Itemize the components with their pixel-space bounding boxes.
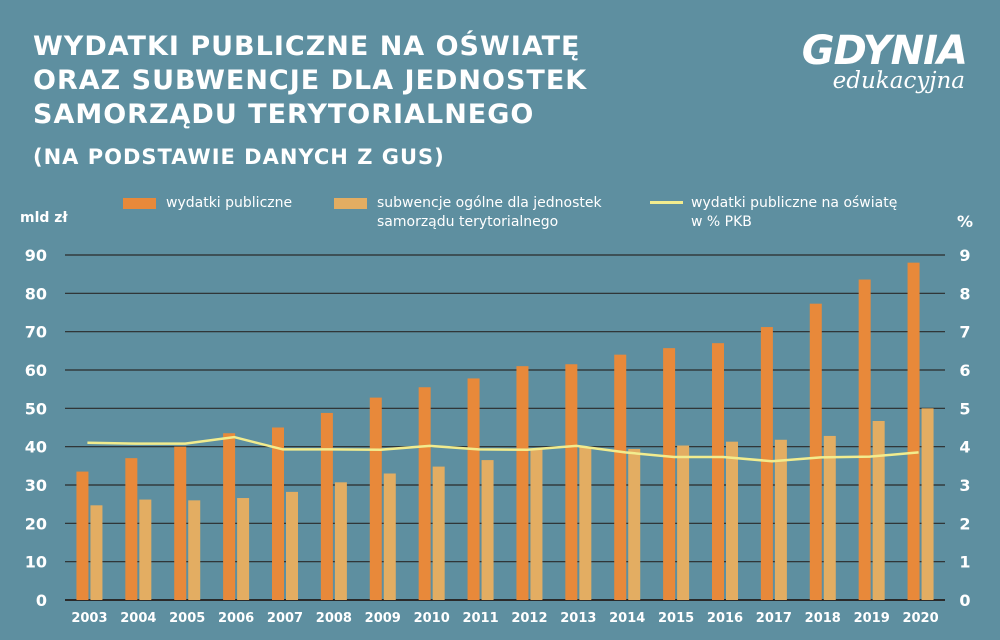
logo-sub-text: edukacyjna <box>832 68 965 94</box>
bar-subwencje <box>237 498 250 600</box>
bar-subwencje <box>188 500 201 600</box>
x-tick-label: 2003 <box>71 611 107 626</box>
y-tick-label-left: 10 <box>25 553 47 572</box>
title-line-1: WYDATKI PUBLICZNE NA OŚWIATĘ <box>33 31 581 62</box>
x-tick-label: 2018 <box>805 611 841 626</box>
bar-wydatki <box>223 433 236 600</box>
bar-subwencje <box>921 408 934 600</box>
bar-subwencje <box>530 448 543 600</box>
title-line-3: SAMORZĄDU TERYTORIALNEGO <box>33 99 535 130</box>
legend-label-pkb-line2: w % PKB <box>691 214 752 230</box>
x-tick-label: 2019 <box>854 611 890 626</box>
bar-wydatki <box>760 327 773 600</box>
title-line-2: ORAZ SUBWENCJE DLA JEDNOSTEK <box>33 65 588 96</box>
legend-label-subwencje-line2: samorządu terytorialnego <box>377 214 559 230</box>
x-tick-label: 2004 <box>120 611 156 626</box>
bar-wydatki <box>369 397 382 600</box>
y-tick-label-left: 60 <box>25 361 47 380</box>
y-tick-label-right: 3 <box>959 476 970 495</box>
bar-wydatki <box>467 378 480 600</box>
x-tick-label: 2017 <box>756 611 792 626</box>
y-tick-label-right: 2 <box>959 514 970 533</box>
bar-subwencje <box>726 441 738 600</box>
bar-subwencje <box>432 466 445 600</box>
bar-subwencje <box>383 473 396 600</box>
chart-subtitle: (NA PODSTAWIE DANYCH Z GUS) <box>33 145 445 169</box>
x-tick-label: 2005 <box>169 611 205 626</box>
bar-subwencje <box>481 460 494 600</box>
x-tick-label: 2012 <box>511 611 547 626</box>
y-tick-label-right: 6 <box>959 361 970 380</box>
y-tick-label-left: 20 <box>25 514 47 533</box>
legend-swatch-wydatki <box>123 198 156 209</box>
y-axis-right-label: % <box>957 212 974 231</box>
x-tick-label: 2010 <box>414 611 450 626</box>
x-tick-label: 2009 <box>365 611 401 626</box>
y-tick-label-right: 4 <box>959 438 970 457</box>
bar-wydatki <box>272 427 284 600</box>
bar-subwencje <box>334 482 347 600</box>
bar-wydatki <box>712 343 724 600</box>
bar-wydatki <box>320 412 333 600</box>
bar-subwencje <box>823 435 836 600</box>
bar-wydatki <box>174 446 187 600</box>
y-tick-label-right: 8 <box>959 284 970 303</box>
x-tick-label: 2008 <box>316 611 352 626</box>
x-tick-label: 2016 <box>707 611 743 626</box>
y-tick-label-left: 90 <box>25 246 47 265</box>
y-tick-label-right: 5 <box>959 399 970 418</box>
y-tick-label-left: 30 <box>25 476 47 495</box>
y-tick-label-right: 9 <box>959 246 970 265</box>
bar-subwencje <box>677 445 690 600</box>
legend-line-pkb <box>650 201 683 204</box>
y-tick-label-left: 0 <box>36 591 47 610</box>
y-tick-label-left: 70 <box>25 323 47 342</box>
bar-subwencje <box>286 491 298 600</box>
bar-subwencje <box>139 499 152 600</box>
y-tick-label-right: 7 <box>959 323 970 342</box>
legend-swatch-subwencje <box>334 198 367 209</box>
bar-subwencje <box>579 447 592 600</box>
bar-wydatki <box>907 262 920 600</box>
y-axis-left-label: mld zł <box>20 210 68 226</box>
y-tick-label-left: 50 <box>25 399 47 418</box>
y-tick-label-right: 1 <box>959 553 970 572</box>
legend-label-wydatki: wydatki publiczne <box>166 195 293 211</box>
legend-label-pkb: wydatki publiczne na oświatę w % PKB <box>691 194 897 232</box>
logo-main-text: GDYNIA <box>801 28 968 74</box>
bar-wydatki <box>418 387 431 600</box>
bar-wydatki <box>858 279 871 600</box>
bar-subwencje <box>872 420 885 600</box>
bar-subwencje <box>628 448 641 600</box>
x-tick-label: 2014 <box>609 611 645 626</box>
x-tick-label: 2015 <box>658 611 694 626</box>
bar-wydatki <box>663 348 676 600</box>
bar-wydatki <box>614 354 627 600</box>
bar-wydatki <box>516 366 529 600</box>
x-tick-label: 2013 <box>560 611 596 626</box>
y-tick-label-left: 40 <box>25 438 47 457</box>
bar-wydatki <box>809 303 822 600</box>
chart-title: WYDATKI PUBLICZNE NA OŚWIATĘ ORAZ SUBWEN… <box>33 30 587 132</box>
legend-label-subwencje: subwencje ogólne dla jednostek samorządu… <box>377 194 602 232</box>
legend-label-pkb-line1: wydatki publiczne na oświatę <box>691 195 898 211</box>
x-tick-label: 2006 <box>218 611 254 626</box>
x-tick-label: 2020 <box>902 611 938 626</box>
line-pkb <box>87 435 919 463</box>
legend-label-subwencje-line1: subwencje ogólne dla jednostek <box>377 195 602 211</box>
y-tick-label-left: 80 <box>25 284 47 303</box>
x-tick-label: 2011 <box>462 611 498 626</box>
bar-wydatki <box>565 364 578 600</box>
y-tick-label-right: 0 <box>959 591 970 610</box>
x-tick-label: 2007 <box>267 611 303 626</box>
bar-subwencje <box>90 505 103 600</box>
bar-wydatki <box>125 458 138 600</box>
bar-wydatki <box>76 471 89 600</box>
bar-subwencje <box>774 439 787 600</box>
gdynia-edukacyjna-logo: GDYNIA edukacyjna <box>795 28 975 98</box>
